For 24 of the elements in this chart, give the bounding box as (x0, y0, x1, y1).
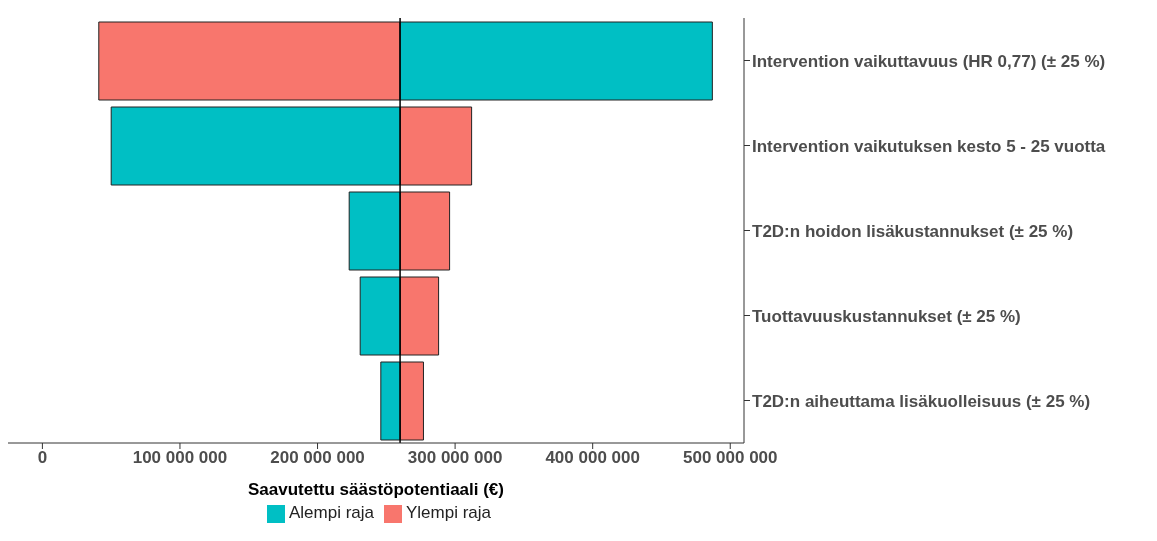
y-tick-label: Intervention vaikuttavuus (HR 0,77) (± 25 %) (752, 51, 1106, 71)
y-tick-label: T2D:n hoidon lisäkustannukset (± 25 %) (752, 221, 1074, 241)
bar (399, 361, 424, 441)
bar (359, 276, 401, 356)
y-tick-label: Intervention vaikutuksen kesto 5 - 25 vuotta (752, 136, 1106, 156)
bar (380, 361, 401, 441)
bar (399, 276, 440, 356)
x-tick-label: 100 000 000 (132, 448, 228, 468)
legend-label: Alempi raja (288, 503, 374, 522)
y-tick-label: T2D:n aiheuttama lisäkuolleisuus (± 25 %) (752, 391, 1091, 411)
bar (110, 106, 401, 186)
x-tick-label: 200 000 000 (270, 448, 365, 468)
bar (348, 191, 401, 271)
bar (399, 21, 713, 101)
y-tick-label: Tuottavuuskustannukset (± 25 %) (752, 306, 1021, 326)
x-tick-label: 0 (37, 448, 48, 468)
x-tick-label: 500 000 000 (682, 448, 778, 468)
bar (98, 21, 401, 101)
x-tick-label: 400 000 000 (545, 448, 640, 468)
x-tick-label: 300 000 000 (407, 448, 503, 468)
bar (399, 106, 473, 186)
bar (399, 191, 451, 271)
x-axis-title: Saavutettu säästöpotentiaali (€) (247, 480, 505, 499)
legend-label: Ylempi raja (406, 503, 492, 522)
